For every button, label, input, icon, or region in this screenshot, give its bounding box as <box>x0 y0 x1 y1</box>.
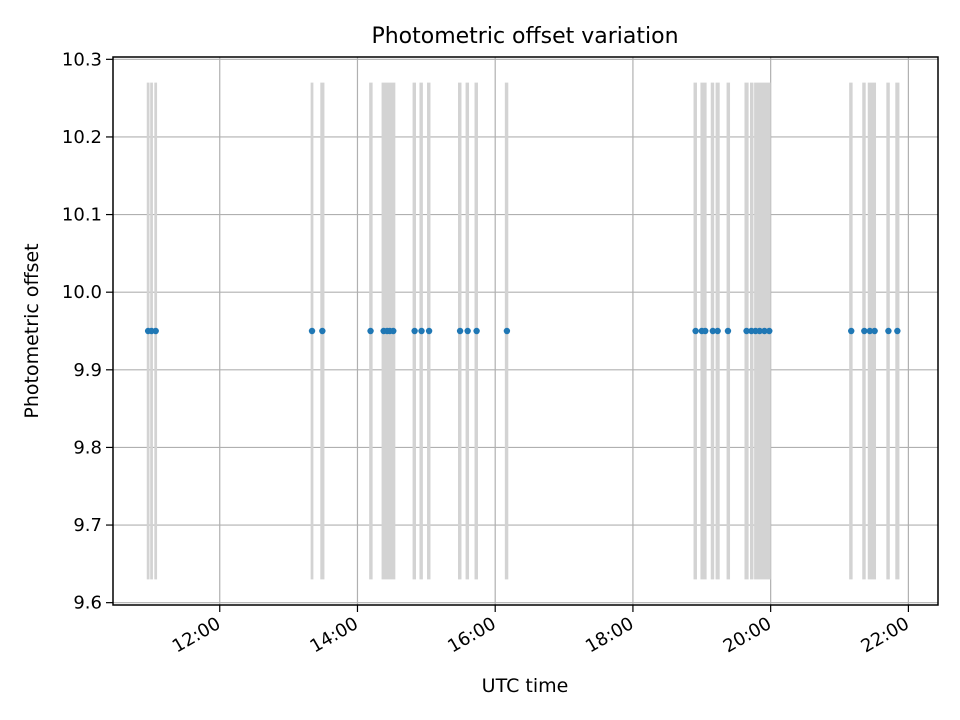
data-point <box>367 327 374 335</box>
y-axis-label: Photometric offset <box>21 243 43 418</box>
data-point <box>743 327 750 335</box>
data-point <box>319 327 326 335</box>
y-tick-label: 9.9 <box>73 360 102 381</box>
data-point <box>692 327 699 335</box>
data-point <box>724 327 732 335</box>
point-layer <box>144 327 901 335</box>
data-point <box>885 327 892 335</box>
y-tick-label: 9.6 <box>73 593 102 614</box>
data-point <box>871 327 878 335</box>
data-point <box>411 327 418 335</box>
x-axis-label: UTC time <box>482 675 569 697</box>
data-point <box>390 327 397 335</box>
data-point <box>848 327 855 335</box>
data-point <box>866 327 874 335</box>
data-point <box>714 327 721 335</box>
data-point <box>756 327 763 335</box>
data-point <box>473 327 480 335</box>
data-point <box>702 327 709 335</box>
data-point <box>503 327 511 335</box>
data-point <box>894 327 901 335</box>
data-point <box>766 327 773 335</box>
y-tick-label: 10.2 <box>62 127 102 148</box>
data-point <box>761 327 768 335</box>
y-axis-ticks: 9.6 9.7 9.8 9.9 10.0 10.1 10.2 10.3 <box>62 49 113 614</box>
plot-frame <box>112 56 939 606</box>
y-tick-label: 10.1 <box>62 205 102 226</box>
data-point <box>308 327 316 335</box>
data-point <box>464 327 471 335</box>
data-point <box>152 327 159 335</box>
y-tick-label: 10.3 <box>62 49 102 70</box>
data-point <box>418 327 425 335</box>
y-tick-label: 9.7 <box>73 515 102 536</box>
data-point <box>709 327 717 335</box>
chart-title: Photometric offset variation <box>371 24 678 49</box>
y-tick-label: 10.0 <box>62 282 102 303</box>
data-point <box>861 327 868 335</box>
data-point <box>456 327 464 335</box>
y-tick-label: 9.8 <box>73 437 102 458</box>
data-point <box>425 327 433 335</box>
